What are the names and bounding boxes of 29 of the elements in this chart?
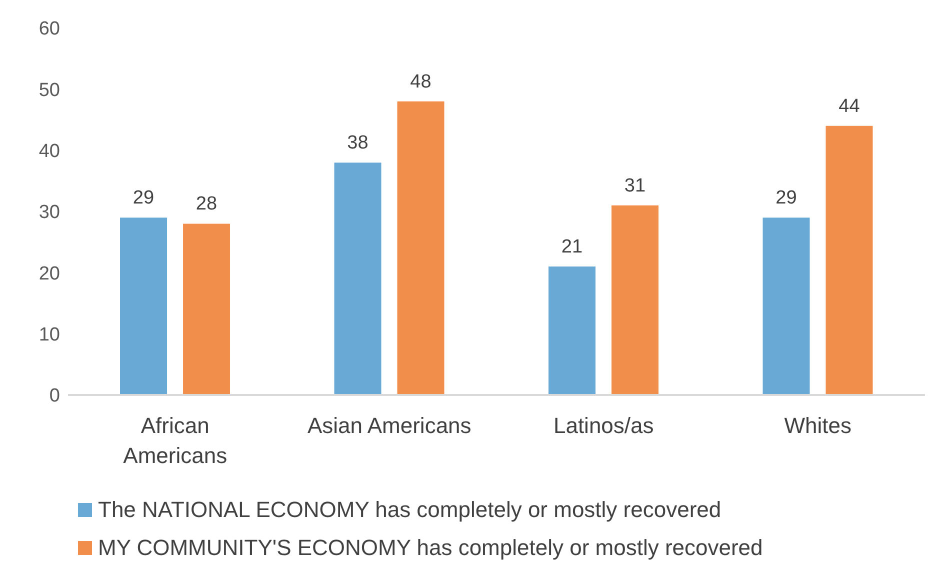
data-label: 21	[561, 236, 583, 258]
data-label: 48	[410, 71, 432, 92]
y-tick-label: 0	[49, 386, 60, 407]
data-label: 29	[132, 188, 154, 209]
y-tick-label: 50	[38, 80, 60, 101]
data-label: 29	[776, 188, 797, 209]
x-tick-label: Whites	[784, 413, 852, 438]
bar	[548, 266, 596, 395]
data-label: 44	[838, 96, 860, 117]
legend-label: MY COMMUNITY'S ECONOMY has completely or mostly recovered	[98, 535, 763, 561]
bar	[334, 162, 382, 395]
y-tick-label: 10	[38, 324, 60, 346]
x-tick-label: African Americans	[123, 413, 228, 468]
bar	[762, 218, 810, 395]
y-tick-label: 30	[38, 202, 60, 224]
data-label: 38	[347, 132, 368, 154]
y-tick-label: 20	[38, 263, 60, 284]
x-tick-label: Asian Americans	[307, 413, 472, 438]
data-label: 31	[624, 175, 646, 196]
data-label: 28	[196, 194, 218, 215]
legend-label: The NATIONAL ECONOMY has completely or mostly recovered	[98, 497, 722, 523]
bar	[120, 218, 167, 395]
y-tick-label: 40	[38, 141, 60, 162]
y-tick-label: 60	[38, 18, 60, 40]
bar	[397, 101, 444, 395]
bar	[183, 224, 230, 395]
x-tick-label: Latinos/as	[553, 413, 654, 438]
bar	[826, 126, 873, 395]
bar	[612, 205, 658, 395]
